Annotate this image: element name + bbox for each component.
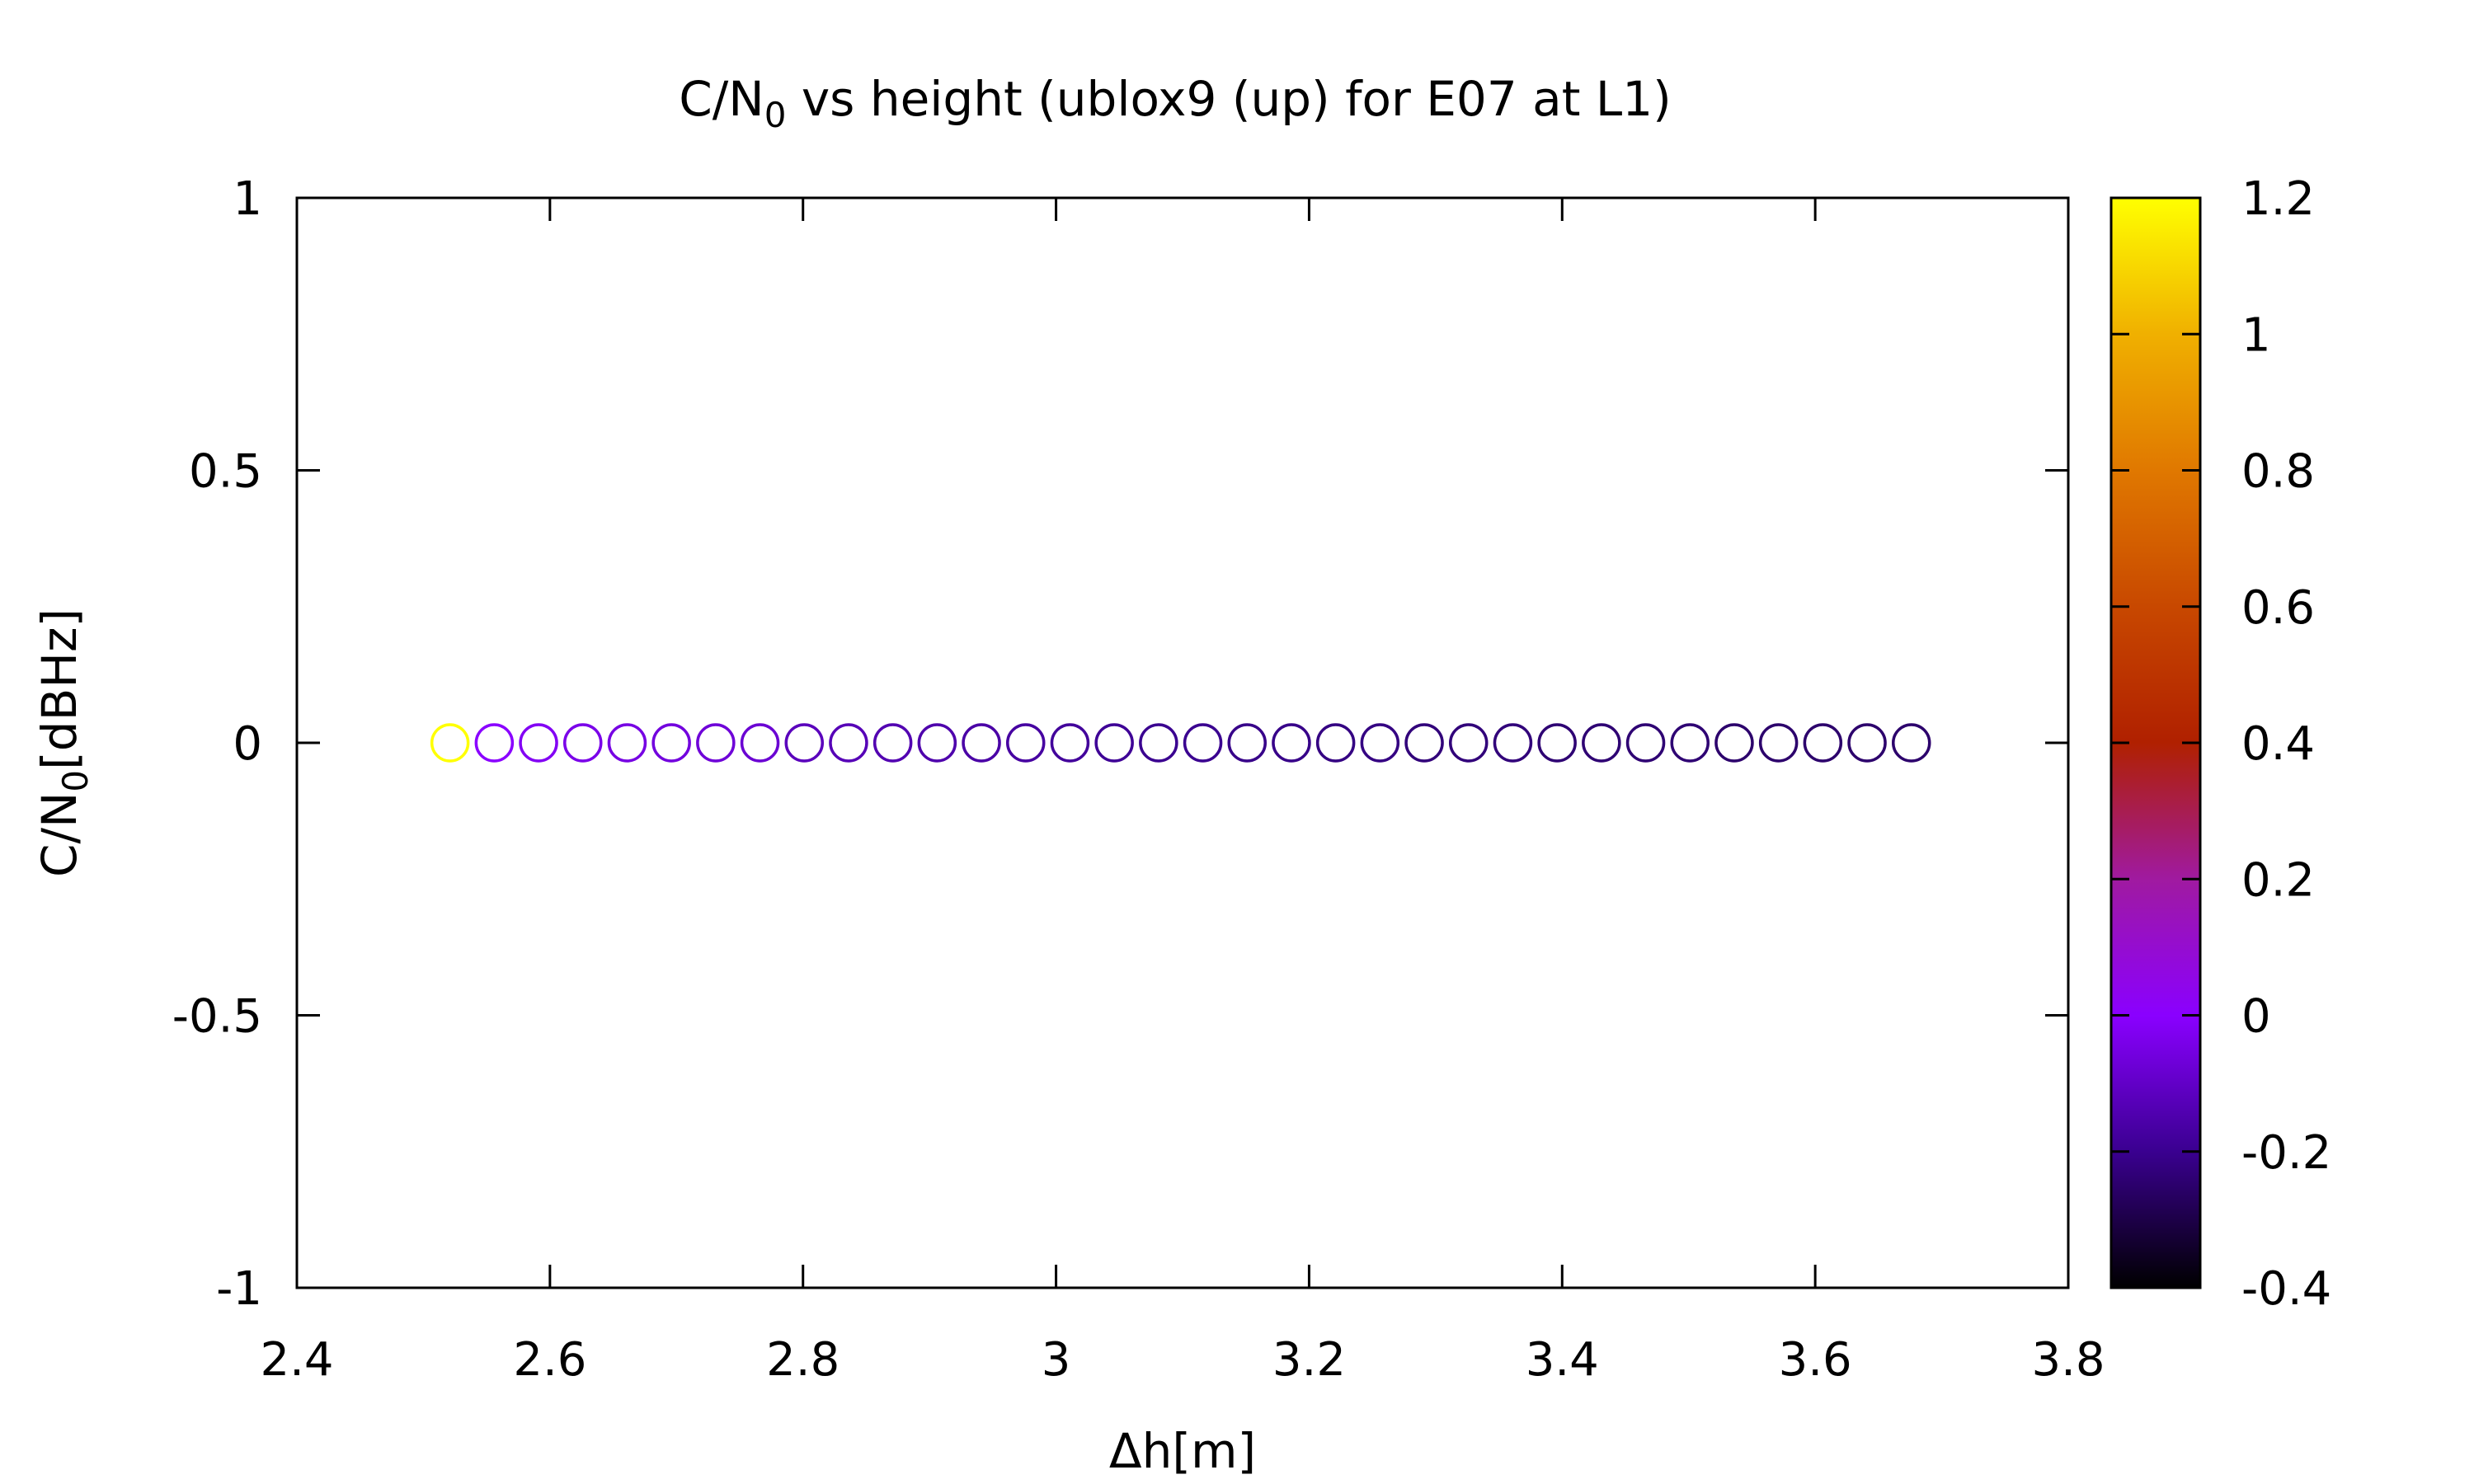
data-point [1183, 723, 1223, 763]
x-tick-label: 3 [1042, 1333, 1071, 1387]
data-point [1448, 723, 1489, 763]
colorbar-ticks: 1.2 1 0.8 0.6 0.4 0.2 0 -0.2 -0.4 [2111, 172, 2331, 1316]
data-point [1227, 723, 1267, 763]
x-tick-label: 3.4 [1526, 1333, 1599, 1387]
x-tick-label: 2.4 [260, 1333, 333, 1387]
x-axis-label: Δh[m] [1109, 1423, 1256, 1479]
data-point [1758, 723, 1799, 763]
colorbar-tick-label: 1.2 [2241, 172, 2315, 226]
y-tick-label: -0.5 [172, 990, 262, 1044]
data-point [1803, 723, 1843, 763]
data-point [651, 723, 691, 763]
data-point [1139, 723, 1178, 763]
data-point [1891, 723, 1931, 763]
data-point [1005, 723, 1046, 763]
data-point [607, 723, 647, 763]
colorbar-tick-label: 0.2 [2241, 853, 2315, 907]
colorbar-tick-label: 0.6 [2241, 581, 2315, 635]
data-point [1360, 723, 1400, 763]
data-point [1315, 723, 1356, 763]
x-tick-label: 3.2 [1272, 1333, 1346, 1387]
y-tick-label: 0 [233, 717, 262, 771]
colorbar-tick-label: 0.4 [2241, 717, 2315, 771]
y-tick-label: -1 [216, 1262, 262, 1316]
colorbar-tick-label: 1 [2241, 308, 2271, 362]
data-point [1582, 723, 1621, 763]
plot-frame [295, 196, 2070, 1289]
x-tick-label: 3.6 [1779, 1333, 1852, 1387]
data-point [829, 723, 868, 763]
y-axis-ticks: 1 0.5 0 -0.5 -1 [172, 172, 2068, 1316]
colorbar-tick-label: 0.8 [2241, 445, 2315, 499]
y-tick-label: 1 [233, 172, 262, 226]
data-point [872, 723, 913, 763]
y-tick-label: 0.5 [189, 445, 262, 499]
x-tick-label: 2.8 [766, 1333, 840, 1387]
data-point [1847, 723, 1887, 763]
x-tick-label: 3.8 [2031, 1333, 2105, 1387]
data-point [1094, 723, 1134, 763]
data-point [1404, 723, 1444, 763]
data-point [1050, 723, 1090, 763]
data-point [917, 723, 957, 763]
x-tick-label: 2.6 [513, 1333, 586, 1387]
data-point [962, 723, 1001, 763]
data-points [430, 723, 1931, 763]
data-point [1670, 723, 1710, 763]
data-point [430, 723, 470, 763]
colorbar-tick-label: -0.2 [2241, 1126, 2331, 1180]
colorbar-tick-label: -0.4 [2241, 1262, 2331, 1316]
data-point [562, 723, 603, 763]
colorbar-tick-label: 0 [2241, 990, 2271, 1044]
data-point [1493, 723, 1533, 763]
colorbar: 1.2 1 0.8 0.6 0.4 0.2 0 -0.2 -0.4 [2109, 172, 2331, 1316]
data-point [784, 723, 824, 763]
data-point [1714, 723, 1754, 763]
chart-title: C/N0 vs height (ublox9 (up) for E07 at L… [679, 71, 1671, 135]
y-axis-label: C/N0[dBHz] [31, 608, 96, 877]
data-point [1272, 723, 1311, 763]
data-point [1625, 723, 1666, 763]
data-point [474, 723, 515, 763]
data-point [740, 723, 780, 763]
data-point [696, 723, 736, 763]
plot-area: 2.4 2.6 2.8 3 3.2 3.4 3.6 3.8 1 0.5 0 -0.5 -1 [172, 172, 2105, 1387]
data-point [1537, 723, 1577, 763]
x-axis-ticks: 2.4 2.6 2.8 3 3.2 3.4 3.6 3.8 [260, 198, 2105, 1387]
data-point [519, 723, 558, 763]
